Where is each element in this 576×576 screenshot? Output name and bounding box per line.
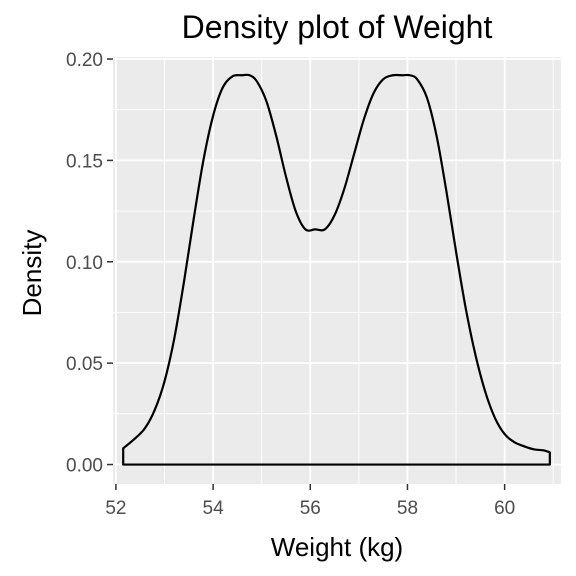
density-curve	[122, 73, 551, 466]
x-tick-label: 56	[300, 498, 321, 519]
x-axis-title: Weight (kg)	[271, 532, 403, 562]
y-tick-label: 0.20	[66, 50, 103, 71]
y-tick-label: 0.10	[66, 253, 103, 274]
plot-panel	[113, 57, 561, 484]
y-tick-label: 0.05	[66, 354, 103, 375]
x-axis: 52 54 56 58 60	[105, 484, 515, 519]
y-tick-label: 0.00	[66, 456, 103, 477]
y-tick-label: 0.15	[66, 151, 103, 172]
x-tick-label: 58	[397, 498, 418, 519]
chart-title: Density plot of Weight	[182, 9, 493, 45]
x-tick-label: 52	[105, 498, 126, 519]
x-tick-label: 60	[494, 498, 515, 519]
x-tick-label: 54	[203, 498, 225, 519]
y-axis: 0.00 0.05 0.10 0.15 0.20	[66, 50, 113, 477]
y-axis-title: Density	[17, 230, 47, 317]
minor-grid	[113, 57, 561, 484]
